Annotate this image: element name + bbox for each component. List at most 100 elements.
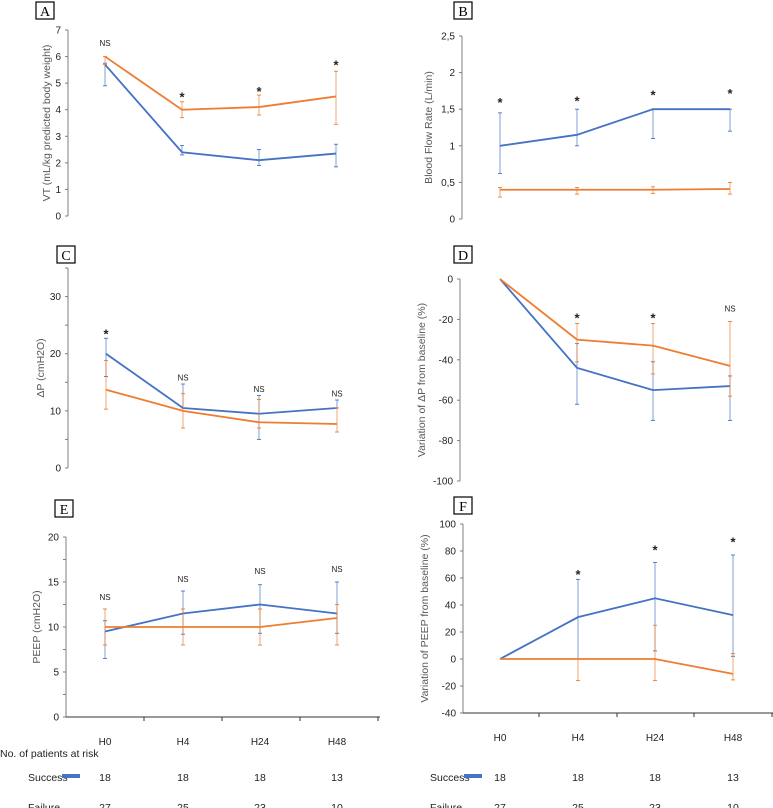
risk-row-label: Failure (430, 802, 462, 808)
significance-label: NS (724, 304, 735, 313)
significance-label: * (730, 535, 736, 550)
y-tick-label: -80 (439, 436, 454, 447)
panel-label: A (40, 5, 51, 20)
series-success (103, 581, 339, 659)
y-tick-label: 0,5 (441, 178, 455, 189)
y-axis-label: VT (mL/kg predicted body weight) (41, 45, 53, 202)
panel-e: E 0 5 10 15 20 PEEP (cmH2O) H0 H4 H24 H48 NS NS NS NS (31, 499, 380, 748)
panel-label: C (61, 249, 70, 264)
y-tick-label: 60 (445, 574, 457, 585)
series-success (103, 62, 338, 168)
series-line (499, 108, 730, 147)
y-tick-label: 2,5 (441, 32, 455, 43)
significance-label: * (574, 310, 580, 325)
risk-row-label: Success (430, 772, 470, 784)
significance-label: NS (99, 39, 110, 48)
risk-count: 23 (649, 802, 661, 808)
y-tick-label: 2 (55, 158, 61, 169)
x-tick-label: H24 (646, 733, 665, 744)
significance-label: * (497, 95, 503, 110)
risk-count: 23 (254, 802, 266, 808)
significance-label: * (574, 93, 580, 108)
series-success (499, 554, 735, 660)
significance-label: * (575, 567, 581, 582)
y-tick-label: 15 (48, 578, 60, 589)
y-tick-label: -100 (433, 477, 453, 488)
y-tick-label: 10 (50, 406, 62, 417)
series-line (104, 63, 337, 162)
risk-count: 13 (331, 772, 343, 784)
y-tick-label: 20 (445, 628, 457, 639)
risk-count: 18 (494, 772, 506, 784)
panel-label-box (453, 1, 473, 20)
risk-count: 18 (99, 772, 111, 784)
panel-c: C 0 10 20 30 ΔP (cmH2O) * NS NS NS (35, 245, 343, 475)
series-failure (103, 55, 338, 125)
y-tick-label: 7 (55, 26, 61, 37)
series-failure (498, 181, 732, 198)
significance-label: NS (331, 390, 342, 399)
y-tick-label: 100 (439, 520, 456, 531)
significance-label: * (103, 327, 109, 342)
significance-label: * (333, 58, 339, 73)
series-line (105, 352, 338, 415)
series-line (104, 55, 337, 111)
risk-count: 27 (494, 802, 506, 808)
risk-table-left: Success 18 18 18 13 Failure 27 25 23 10 (28, 772, 343, 808)
significance-label: NS (253, 385, 264, 394)
series-line (499, 278, 731, 367)
y-tick-label: -20 (439, 315, 454, 326)
significance-label: * (727, 86, 733, 101)
y-tick-label: 0 (450, 655, 456, 666)
series-line (104, 603, 338, 633)
panel-f: F -40 -20 0 20 40 60 80 100 Variation of PEEP fro… (419, 496, 773, 744)
risk-row-label: Success (28, 772, 68, 784)
risk-count: 13 (727, 772, 739, 784)
y-tick-label: 5 (55, 79, 61, 90)
y-tick-label: -60 (439, 396, 454, 407)
y-tick-label: 0 (449, 215, 455, 226)
series-line (105, 617, 338, 628)
y-tick-label: -40 (439, 355, 454, 366)
y-tick-label: 1 (55, 185, 61, 196)
y-tick-label: 4 (55, 105, 61, 116)
significance-label: NS (331, 565, 342, 574)
y-tick-label: 0 (55, 212, 61, 223)
y-tick-label: 1 (449, 141, 455, 152)
panel-a: A 0 1 2 3 4 5 6 7VT (mL/kg predicted body weight… (35, 1, 339, 223)
x-tick-label: H48 (328, 737, 347, 748)
y-axis-label: Variation of ΔP from baseline (%) (416, 303, 428, 457)
panel-d: D0 -20 -40 -60 -80 -100 Variation of ΔP from b… (416, 245, 736, 488)
y-tick-label: 0 (53, 713, 59, 724)
risk-table-right: Success 18 18 18 13 Failure 27 25 23 10 (430, 772, 739, 808)
panel-label-box (35, 1, 55, 20)
y-tick-label: 10 (48, 623, 60, 634)
panel-label: E (60, 503, 69, 518)
series-line (500, 658, 734, 675)
y-tick-label: 2 (449, 68, 455, 79)
risk-count: 25 (177, 802, 189, 808)
panel-label-box (56, 245, 76, 264)
series-failure (104, 360, 339, 433)
significance-label: * (179, 89, 185, 104)
risk-count: 18 (572, 772, 584, 784)
significance-label: NS (254, 567, 265, 576)
y-tick-label: 6 (55, 52, 61, 63)
risk-count: 27 (99, 802, 111, 808)
significance-label: NS (99, 593, 110, 602)
series-failure (499, 278, 732, 397)
x-tick-label: H0 (99, 737, 112, 748)
risk-count: 10 (331, 802, 343, 808)
series-line (500, 188, 731, 191)
y-tick-label: 5 (53, 668, 59, 679)
panel-label-box (453, 496, 473, 515)
y-tick-label: -20 (442, 682, 457, 693)
risk-count: 18 (177, 772, 189, 784)
y-tick-label: 30 (50, 292, 62, 303)
series-success (499, 278, 732, 421)
risk-count: 25 (572, 802, 584, 808)
panel-label: F (459, 500, 467, 515)
significance-label: NS (177, 374, 188, 383)
significance-label: * (652, 543, 658, 558)
